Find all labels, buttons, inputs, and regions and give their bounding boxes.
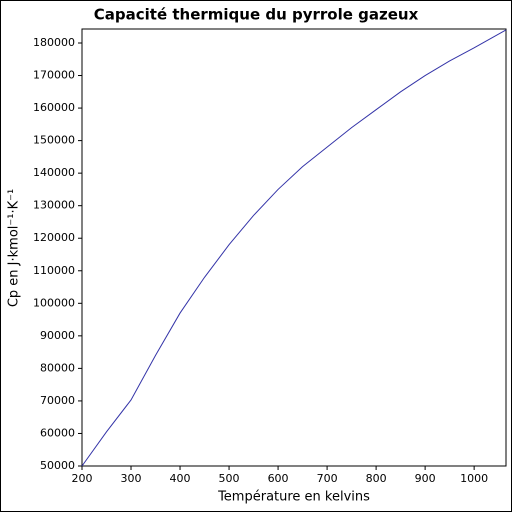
y-tick-label: 130000: [33, 199, 75, 212]
y-tick-label: 110000: [33, 264, 75, 277]
y-tick-label: 120000: [33, 231, 75, 244]
x-tick-label: 500: [219, 472, 240, 485]
x-tick-label: 900: [415, 472, 436, 485]
x-tick-label: 1000: [460, 472, 488, 485]
x-tick-label: 400: [170, 472, 191, 485]
y-tick-label: 90000: [40, 329, 75, 342]
x-tick-label: 600: [268, 472, 289, 485]
plot-area: [81, 28, 507, 467]
chart-title: Capacité thermique du pyrrole gazeux: [94, 6, 419, 24]
x-tick-label: 200: [72, 472, 93, 485]
y-axis-label: Cp en J·kmol⁻¹·K⁻¹: [7, 189, 22, 307]
x-axis-label: Température en kelvins: [217, 490, 370, 505]
y-tick-label: 50000: [40, 459, 75, 472]
y-tick-label: 140000: [33, 166, 75, 179]
y-tick-label: 70000: [40, 394, 75, 407]
x-tick-label: 700: [317, 472, 338, 485]
y-tick-label: 80000: [40, 361, 75, 374]
y-tick-label: 170000: [33, 69, 75, 82]
y-tick-label: 150000: [33, 134, 75, 147]
y-tick-label: 180000: [33, 36, 75, 49]
x-tick-label: 800: [366, 472, 387, 485]
data-line: [81, 29, 507, 467]
y-tick-label: 160000: [33, 101, 75, 114]
x-tick-label: 300: [121, 472, 142, 485]
y-tick-label: 60000: [40, 426, 75, 439]
y-tick-label: 100000: [33, 296, 75, 309]
